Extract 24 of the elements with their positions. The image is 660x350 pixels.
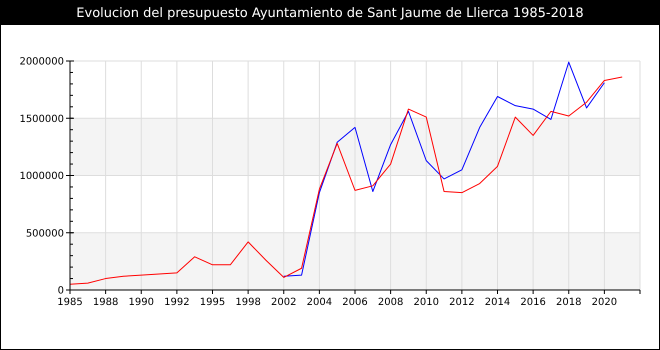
chart-title: Evolucion del presupuesto Ayuntamiento de Sant Jaume de Llierca 1985-2018 <box>76 6 584 21</box>
x-tick-label: 2016 <box>520 297 546 308</box>
x-tick-label: 1998 <box>235 297 261 308</box>
line-series <box>70 76 623 285</box>
line-series <box>283 62 605 277</box>
x-tick-label: 1992 <box>164 297 190 308</box>
x-tick-label: 2006 <box>342 297 368 308</box>
x-tick-label: 1990 <box>128 297 154 308</box>
y-tick-label: 2000000 <box>19 56 64 68</box>
y-tick-label: 1000000 <box>19 171 64 182</box>
x-tick-label: 2020 <box>592 297 618 308</box>
x-tick-label: 2014 <box>484 297 510 308</box>
x-tick-label: 2010 <box>414 297 439 308</box>
x-tick-label: 1988 <box>92 297 118 308</box>
x-tick-label: 1995 <box>200 297 226 308</box>
y-tick-label: 0 <box>58 286 64 296</box>
x-tick-label: 2012 <box>449 297 475 308</box>
x-tick-label: 1985 <box>57 297 83 308</box>
x-tick-label: 2008 <box>378 297 404 308</box>
y-tick-label: 1500000 <box>19 114 64 125</box>
y-tick-label: 500000 <box>26 228 64 240</box>
x-tick-label: 2004 <box>306 297 332 308</box>
x-tick-label: 2002 <box>271 297 296 308</box>
x-tick-label: 2018 <box>556 297 582 308</box>
